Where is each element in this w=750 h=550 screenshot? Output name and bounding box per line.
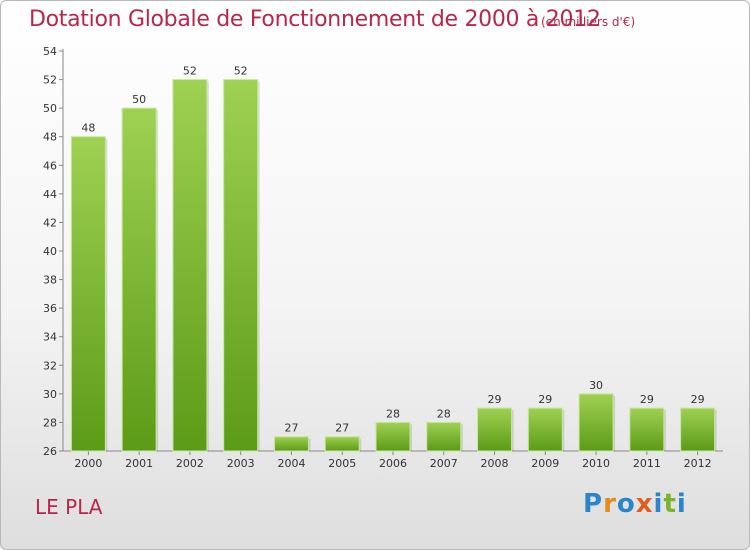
axes: 26 28 30 32 34 36 38 40 42 44 46 48 50 52 54 2000 2001 20… [43, 45, 723, 470]
y-tick-label: 50 [43, 102, 57, 115]
value-label: 50 [132, 93, 146, 106]
value-label: 29 [488, 393, 502, 406]
y-tick-label: 42 [43, 216, 57, 229]
logo-letter: i [653, 489, 664, 519]
y-tick-label: 34 [43, 331, 57, 344]
bar-2001 [121, 107, 157, 452]
bar-2010 [578, 393, 614, 452]
y-tick-label: 52 [43, 74, 57, 87]
chart-title: Dotation Globale de Fonctionnement de 20… [29, 7, 601, 32]
bar-2000 [70, 136, 106, 452]
value-label: 30 [589, 379, 603, 392]
y-tick-label: 48 [43, 131, 57, 144]
x-tick-label: 2003 [227, 457, 255, 470]
x-tick-label: 2002 [176, 457, 204, 470]
bars [70, 79, 717, 452]
logo-letter: x [635, 489, 654, 519]
y-tick-label: 28 [43, 416, 57, 429]
logo-letter: i [676, 489, 687, 519]
bar-2005 [324, 436, 360, 452]
bar-2009 [527, 407, 563, 452]
y-tick-label: 40 [43, 245, 57, 258]
value-label: 28 [386, 407, 400, 420]
x-tick-label: 2006 [379, 457, 407, 470]
value-labels: 48 50 52 52 27 27 28 28 29 29 30 29 29 [81, 65, 704, 435]
y-tick-label: 36 [43, 302, 57, 315]
value-label: 27 [335, 422, 349, 435]
y-tick-label: 32 [43, 359, 57, 372]
bar-2002 [172, 79, 208, 452]
bar-2011 [629, 407, 665, 452]
x-tick-label: 2005 [328, 457, 356, 470]
proxiti-logo[interactable]: Proxiti [583, 489, 687, 519]
y-tick-label: 30 [43, 388, 57, 401]
y-tick-label: 46 [43, 159, 57, 172]
logo-letter: r [603, 489, 617, 519]
logo-letter: o [616, 489, 636, 519]
x-tick-label: 2004 [277, 457, 305, 470]
value-label: 48 [81, 122, 95, 135]
value-label: 29 [538, 393, 552, 406]
bar-2008 [477, 407, 513, 452]
chart-unit: (en milliers d'€) [541, 15, 636, 29]
value-label: 52 [234, 65, 248, 78]
x-tick-label: 2011 [633, 457, 661, 470]
bar-2004 [273, 436, 309, 452]
y-tick-label: 26 [43, 445, 57, 458]
value-label: 29 [691, 393, 705, 406]
value-label: 28 [437, 407, 451, 420]
value-label: 27 [284, 422, 298, 435]
place-name: LE PLA [35, 495, 103, 519]
bar-2012 [680, 407, 716, 452]
value-label: 52 [183, 65, 197, 78]
x-tick-label: 2012 [684, 457, 712, 470]
bar-2006 [375, 421, 411, 452]
y-tick-label: 44 [43, 188, 57, 201]
x-tick-label: 2007 [430, 457, 458, 470]
bar-2003 [223, 79, 259, 452]
bar-2007 [426, 421, 462, 452]
logo-letter: P [583, 489, 604, 519]
y-tick-label: 38 [43, 274, 57, 287]
logo-letter: t [663, 489, 677, 519]
x-tick-label: 2001 [125, 457, 153, 470]
y-tick-label: 54 [43, 45, 57, 58]
x-tick-label: 2010 [582, 457, 610, 470]
x-tick-label: 2008 [481, 457, 509, 470]
x-tick-label: 2009 [531, 457, 559, 470]
x-tick-label: 2000 [74, 457, 102, 470]
value-label: 29 [640, 393, 654, 406]
